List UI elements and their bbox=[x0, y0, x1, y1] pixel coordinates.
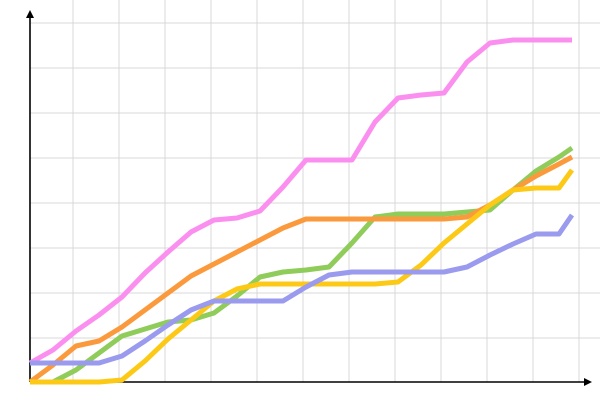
y-axis-arrow-icon bbox=[26, 10, 34, 18]
x-axis-arrow-icon bbox=[584, 378, 592, 386]
horizontal-gridlines bbox=[30, 22, 600, 339]
series-violet bbox=[28, 37, 572, 366]
series-purple bbox=[30, 213, 575, 366]
series-yellow bbox=[30, 168, 575, 385]
series-green bbox=[30, 145, 574, 385]
vertical-gridlines bbox=[72, 0, 580, 382]
chart-series-group bbox=[28, 37, 575, 385]
